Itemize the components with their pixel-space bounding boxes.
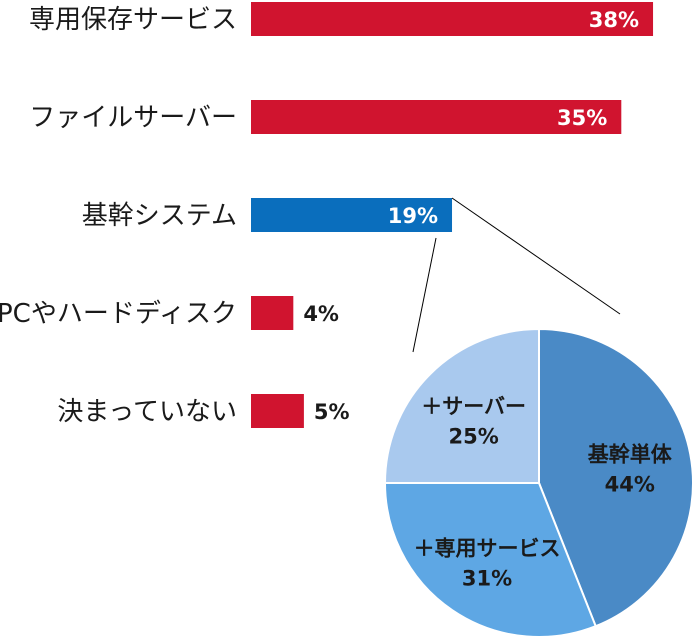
pie-slice-label: ＋専用サービス [414, 536, 561, 560]
connector-lines [412, 197, 621, 353]
category-label: ファイルサーバー [29, 103, 237, 133]
pie-slice [383, 482, 597, 638]
pie-slice [383, 327, 540, 484]
connector-line [412, 237, 437, 353]
bar-value-label: 19% [388, 204, 438, 228]
bar [251, 2, 654, 36]
pie-slice-label: ＋サーバー [421, 395, 526, 419]
pie-value-label: 44% [605, 473, 655, 497]
category-label: 基幹システム [82, 201, 237, 231]
bar-value-label: 35% [557, 106, 607, 130]
bar-value-label: 4% [303, 302, 339, 326]
connector-line [451, 197, 621, 315]
pie-chart: 基幹単体 44% ＋専用サービス 31% ＋サーバー 25% [383, 327, 693, 638]
pie-slice [538, 327, 693, 628]
bar [251, 198, 453, 232]
bar [251, 394, 304, 428]
bar [251, 296, 294, 330]
bar-chart: 専用保存サービス 38% ファイルサーバー 35% 基幹システム 19% PCやハードディス… [0, 2, 654, 428]
category-label: 決まっていない [57, 397, 237, 427]
pie-value-label: 31% [462, 566, 512, 590]
category-label: PCやハードディスク [0, 299, 237, 329]
pie-value-label: 25% [449, 425, 499, 449]
pie-slice-label: 基幹単体 [588, 443, 673, 467]
bar-value-label: 38% [589, 8, 639, 32]
category-label: 専用保存サービス [29, 5, 237, 35]
bar-value-label: 5% [314, 400, 350, 424]
bar [251, 100, 622, 134]
